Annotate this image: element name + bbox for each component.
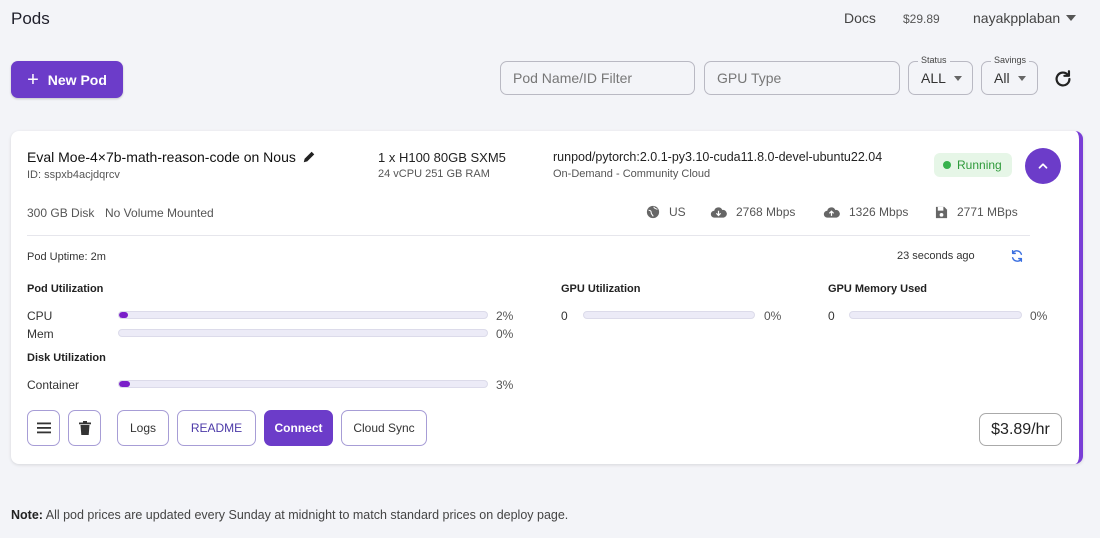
account-balance[interactable]: $29.89 <box>903 12 940 26</box>
hamburger-icon <box>36 422 51 434</box>
cpu-usage-bar <box>118 311 488 319</box>
pod-volume: No Volume Mounted <box>105 206 214 220</box>
pod-filter-input[interactable]: Pod Name/ID Filter <box>500 61 695 95</box>
price-display: $3.89/hr <box>979 413 1062 446</box>
container-usage-fill <box>119 381 131 387</box>
chevron-down-icon <box>1017 75 1026 81</box>
pod-card <box>11 131 1083 464</box>
footer-note: Note: All pod prices are updated every S… <box>11 508 568 522</box>
globe-icon <box>646 205 660 219</box>
status-dot-icon <box>943 161 951 169</box>
pod-id: ID: sspxb4acjdqrcv <box>27 169 120 181</box>
gpu-memory-title: GPU Memory Used <box>828 283 928 295</box>
pod-cloud-type: On-Demand - Community Cloud <box>553 168 711 180</box>
cpu-percent: 2% <box>496 309 514 323</box>
pod-filter-placeholder: Pod Name/ID Filter <box>513 70 633 86</box>
collapse-button[interactable] <box>1025 148 1061 184</box>
refresh-icon[interactable] <box>1052 68 1074 90</box>
region-text: US <box>669 205 686 219</box>
logs-button[interactable]: Logs <box>117 410 169 446</box>
cpu-usage-fill <box>119 312 128 318</box>
pod-gpu: 1 x H100 80GB SXM5 <box>378 150 506 165</box>
status-badge: Running <box>934 153 1012 177</box>
mem-percent: 0% <box>496 327 514 341</box>
connect-button[interactable]: Connect <box>264 410 333 446</box>
download-speed: 2768 Mbps <box>710 205 795 219</box>
container-usage-bar <box>118 380 488 388</box>
container-label: Container <box>27 378 80 392</box>
pod-name: Eval Moe-4×7b-math-reason-code on Nous <box>27 149 296 165</box>
menu-button[interactable] <box>27 410 60 446</box>
cpu-label: CPU <box>27 309 53 323</box>
username: nayakpplaban <box>973 10 1061 26</box>
readme-button[interactable]: README <box>177 410 256 446</box>
gpu-utilization-bar <box>583 311 755 319</box>
footer-note-text: All pod prices are updated every Sunday … <box>42 508 569 522</box>
delete-button[interactable] <box>68 410 101 446</box>
mem-label: Mem <box>27 327 54 341</box>
chevron-up-icon <box>1038 163 1048 169</box>
chevron-down-icon <box>1066 15 1077 21</box>
status-select-label: Status <box>918 55 950 65</box>
pod-image: runpod/pytorch:2.0.1-py3.10-cuda11.8.0-d… <box>553 150 883 164</box>
footer-note-label: Note: <box>11 508 43 522</box>
last-updated: 23 seconds ago <box>897 250 975 262</box>
status-select[interactable]: ALL <box>908 61 973 95</box>
savings-select-value: All <box>994 70 1010 86</box>
pod-utilization-title: Pod Utilization <box>27 283 104 295</box>
trash-icon <box>78 421 91 435</box>
gpu-index-label: 0 <box>561 309 568 323</box>
gpu-filter-placeholder: GPU Type <box>717 70 782 86</box>
status-select-value: ALL <box>921 70 946 86</box>
sync-icon[interactable] <box>1010 249 1024 263</box>
gpu-memory-index-label: 0 <box>828 309 835 323</box>
gpu-type-input[interactable]: GPU Type <box>704 61 900 95</box>
upload-speed-text: 1326 Mbps <box>849 205 909 219</box>
card-divider <box>27 235 1030 236</box>
disk-speed: 2771 MBps <box>935 205 1018 219</box>
pod-uptime: Pod Uptime: 2m <box>27 251 106 263</box>
download-speed-text: 2768 Mbps <box>736 205 796 219</box>
pencil-icon[interactable] <box>302 150 316 164</box>
disk-speed-text: 2771 MBps <box>957 205 1018 219</box>
gpu-utilization-percent: 0% <box>764 309 782 323</box>
gpu-memory-percent: 0% <box>1030 309 1048 323</box>
pod-disk-size: 300 GB Disk <box>27 206 95 220</box>
cloud-download-icon <box>710 206 727 218</box>
disk-utilization-title: Disk Utilization <box>27 352 106 364</box>
savings-select-label: Savings <box>991 55 1030 65</box>
gpu-memory-bar <box>849 311 1022 319</box>
upload-speed: 1326 Mbps <box>823 205 908 219</box>
cloud-sync-button[interactable]: Cloud Sync <box>341 410 427 446</box>
plus-icon: + <box>27 68 39 91</box>
save-disk-icon <box>935 206 948 218</box>
user-menu[interactable]: nayakpplaban <box>973 10 1077 26</box>
docs-link[interactable]: Docs <box>844 10 876 26</box>
chevron-down-icon <box>953 75 962 81</box>
new-pod-label: New Pod <box>47 71 107 88</box>
cloud-upload-icon <box>823 206 840 218</box>
mem-usage-bar <box>118 329 488 337</box>
page-title: Pods <box>11 9 50 28</box>
region-info: US <box>646 205 686 219</box>
gpu-utilization-title: GPU Utilization <box>561 283 641 295</box>
pod-cpu-ram: 24 vCPU 251 GB RAM <box>378 168 490 180</box>
new-pod-button[interactable]: + New Pod <box>11 61 123 98</box>
container-percent: 3% <box>496 378 514 392</box>
savings-select[interactable]: All <box>981 61 1038 95</box>
status-text: Running <box>957 158 1002 172</box>
